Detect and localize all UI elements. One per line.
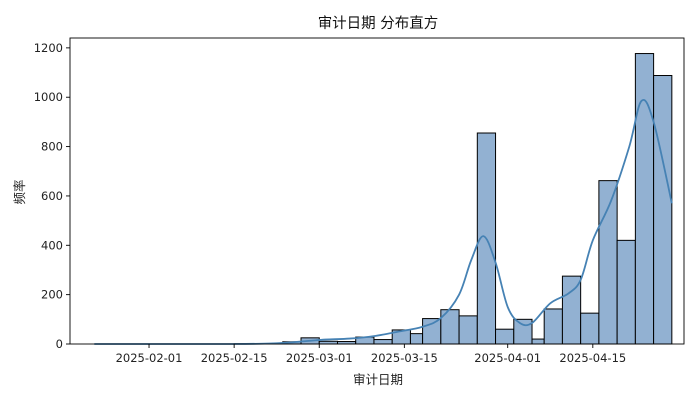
histogram-bar (616, 239, 636, 345)
x-tick-label: 2025-02-01 (116, 351, 183, 365)
histogram-bar (634, 53, 655, 345)
histogram-bars (233, 53, 673, 345)
y-tick-label: 400 (41, 238, 63, 252)
histogram-bar (543, 308, 563, 345)
histogram-bar (531, 338, 545, 345)
y-axis-ticks: 0 200 400 600 800 1000 1200 (34, 41, 70, 351)
histogram-bar (495, 328, 515, 345)
histogram-bar (422, 318, 442, 345)
histogram-bar (409, 333, 424, 345)
x-axis-label: 审计日期 (353, 372, 403, 387)
plot-frame (69, 37, 685, 345)
x-tick-label: 2025-04-01 (474, 351, 541, 365)
y-axis-label: 频率 (12, 179, 27, 204)
kde-line (94, 99, 673, 345)
x-tick-label: 2025-02-15 (201, 351, 268, 365)
x-tick-label: 2025-03-01 (286, 351, 353, 365)
y-tick-label: 1200 (34, 41, 63, 55)
y-tick-label: 800 (41, 140, 63, 154)
histogram-bar (653, 75, 673, 345)
histogram-bar (513, 318, 533, 345)
x-tick-label: 2025-04-15 (559, 351, 626, 365)
y-tick-label: 600 (41, 189, 63, 203)
y-tick-label: 1000 (34, 90, 63, 104)
histogram-bar (580, 312, 600, 345)
y-tick-label: 0 (56, 337, 63, 351)
x-tick-label: 2025-03-15 (371, 351, 438, 365)
histogram-bar (598, 180, 618, 345)
y-tick-label: 200 (41, 288, 63, 302)
x-axis-ticks: 2025-02-01 2025-02-15 2025-03-01 2025-03-15… (116, 344, 626, 365)
chart-title: 审计日期 分布直方 (318, 15, 439, 32)
histogram-bar (561, 275, 582, 345)
histogram-bar (373, 339, 393, 345)
kde-layer (94, 99, 673, 345)
histogram-bar (458, 315, 478, 345)
